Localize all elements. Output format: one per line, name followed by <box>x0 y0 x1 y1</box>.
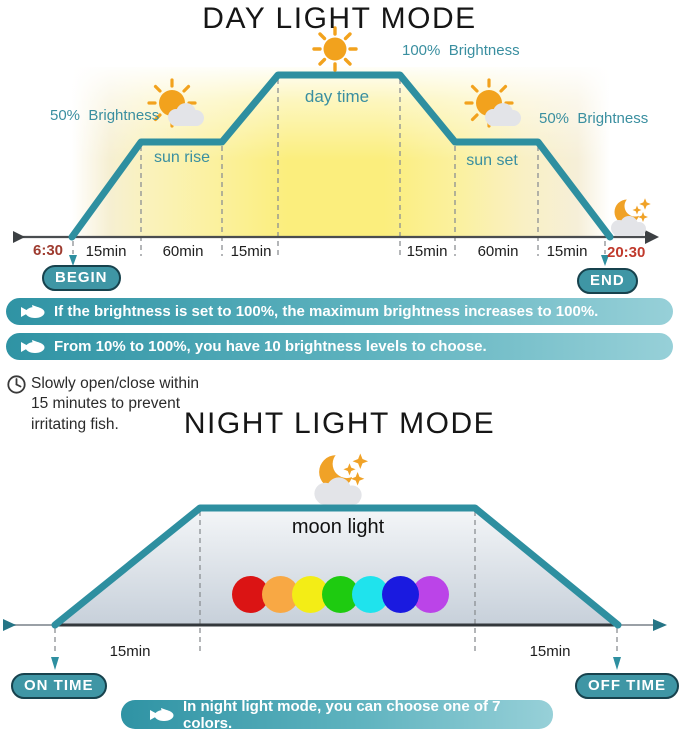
brightness-info-banner-2: From 10% to 100%, you have 10 brightness… <box>6 333 673 360</box>
banner-text: From 10% to 100%, you have 10 brightness… <box>54 338 487 355</box>
begin-badge: BEGIN <box>42 265 121 291</box>
begin-pointer-arrow <box>69 255 77 266</box>
fish-icon <box>21 339 45 353</box>
night-trapezoid-fill <box>55 508 618 625</box>
end-badge: END <box>577 268 638 294</box>
fish-icon <box>150 707 174 721</box>
day-title: DAY LIGHT MODE <box>202 2 477 35</box>
day-interval-label: 15min <box>85 243 127 260</box>
day-brightness-curve <box>68 71 614 241</box>
on-time-badge: ON TIME <box>11 673 107 699</box>
sun-icon <box>312 26 358 72</box>
day-interval-label: 15min <box>546 243 588 260</box>
day-time-label: day time <box>304 87 370 106</box>
banner-text: If the brightness is set to 100%, the ma… <box>54 303 599 320</box>
sun-rise-label: sun rise <box>153 149 211 166</box>
dusk-moon-cloud-icon <box>611 198 651 236</box>
on-time-pointer-arrow <box>51 657 59 670</box>
brightness-50-left-label: 50% Brightness <box>50 107 160 124</box>
begin-time-label: 6:30 <box>33 242 64 259</box>
night-title: NIGHT LIGHT MODE <box>183 407 496 440</box>
end-time-label: 20:30 <box>607 244 646 261</box>
end-pointer-arrow <box>601 255 609 266</box>
off-time-pointer-arrow <box>613 657 621 670</box>
night-info-banner: In night light mode, you can choose one … <box>121 697 553 731</box>
day-interval-label: 60min <box>477 243 519 260</box>
day-time-axis <box>13 230 659 244</box>
day-interval-label: 15min <box>406 243 448 260</box>
day-interval-label: 15min <box>230 243 272 260</box>
clock-icon <box>7 375 26 394</box>
color-dots <box>232 576 452 614</box>
brightness-info-banner-1: If the brightness is set to 100%, the ma… <box>6 298 673 325</box>
night-interval-right-label: 15min <box>529 643 571 660</box>
sun-set-label: sun set <box>466 152 518 169</box>
night-moon-cloud-icon <box>314 453 368 504</box>
night-brightness-curve <box>51 504 622 629</box>
night-interval-left-label: 15min <box>109 643 151 660</box>
clock-note-text: Slowly open/close within 15 minutes to p… <box>31 375 200 433</box>
clock-note: Slowly open/close within 15 minutes to p… <box>6 374 206 435</box>
night-time-axis <box>3 619 667 631</box>
banner-text: In night light mode, you can choose one … <box>183 697 501 731</box>
color-dot <box>382 576 419 613</box>
fish-icon <box>21 304 45 318</box>
brightness-100-label: 100% Brightness <box>402 42 520 59</box>
moon-light-label: moon light <box>291 516 385 538</box>
day-interval-label: 60min <box>162 243 204 260</box>
sunset-sun-cloud-icon <box>464 78 523 128</box>
off-time-badge: OFF TIME <box>575 673 679 699</box>
night-dashed-gridlines <box>54 511 618 655</box>
brightness-50-right-label: 50% Brightness <box>539 110 649 127</box>
